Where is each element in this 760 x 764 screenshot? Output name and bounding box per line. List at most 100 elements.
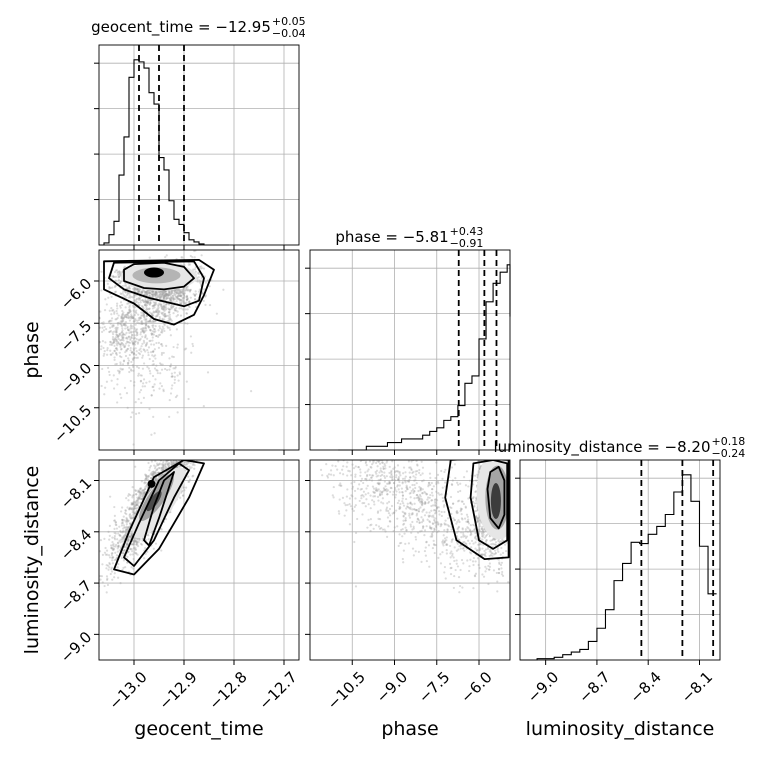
- sample-point: [124, 334, 126, 336]
- sample-point: [137, 545, 139, 547]
- sample-point: [100, 539, 102, 541]
- sample-point: [200, 265, 202, 267]
- sample-point: [176, 346, 178, 348]
- sample-point: [138, 412, 140, 414]
- sample-point: [134, 337, 136, 339]
- sample-point: [108, 287, 110, 289]
- sample-point: [164, 368, 166, 370]
- sample-point: [136, 300, 138, 302]
- sample-point: [186, 295, 188, 297]
- sample-point: [142, 330, 144, 332]
- sample-point: [180, 451, 182, 453]
- sample-point: [164, 256, 166, 258]
- sample-point: [190, 297, 192, 299]
- sample-point: [158, 388, 160, 390]
- sample-point: [174, 372, 176, 374]
- sample-point: [181, 453, 183, 455]
- sample-point: [128, 336, 130, 338]
- sample-point: [143, 348, 145, 350]
- sample-point: [110, 320, 112, 322]
- sample-point: [167, 454, 169, 456]
- sample-point: [166, 455, 168, 457]
- sample-point: [165, 315, 167, 317]
- sample-point: [137, 314, 139, 316]
- sample-point: [186, 431, 188, 433]
- sample-point: [188, 430, 190, 432]
- sample-point: [111, 557, 113, 559]
- sample-point: [110, 353, 112, 355]
- sample-point: [187, 444, 189, 446]
- sample-point: [146, 321, 148, 323]
- sample-point: [167, 435, 169, 437]
- sample-point: [190, 426, 192, 428]
- sample-point: [152, 375, 154, 377]
- sample-point: [161, 328, 163, 330]
- sample-point: [200, 417, 202, 419]
- sample-point: [198, 276, 200, 278]
- sample-point: [157, 304, 159, 306]
- sample-point: [140, 314, 142, 316]
- sample-point: [122, 567, 124, 569]
- sample-point: [181, 454, 183, 456]
- sample-point: [130, 349, 132, 351]
- sample-point: [171, 292, 173, 294]
- sample-point: [174, 294, 176, 296]
- sample-point: [102, 347, 104, 349]
- sample-point: [74, 398, 76, 400]
- sample-point: [143, 557, 145, 559]
- sample-point: [154, 378, 156, 380]
- sample-point: [120, 363, 122, 365]
- sample-point: [115, 338, 117, 340]
- sample-point: [176, 300, 178, 302]
- sample-point: [145, 315, 147, 317]
- sample-point: [124, 387, 126, 389]
- sample-point: [161, 369, 163, 371]
- sample-point: [203, 441, 205, 443]
- sample-point: [155, 311, 157, 313]
- sample-point: [120, 348, 122, 350]
- sample-point: [152, 416, 154, 418]
- sample-point: [486, 439, 488, 441]
- sample-point: [202, 423, 204, 425]
- sample-point: [153, 328, 155, 330]
- sample-point: [137, 341, 139, 343]
- sample-point: [106, 554, 108, 556]
- sample-point: [178, 455, 180, 457]
- sample-point: [192, 345, 194, 347]
- sample-point: [136, 507, 138, 509]
- sample-point: [186, 457, 188, 459]
- sample-point: [191, 425, 193, 427]
- sample-point: [172, 306, 174, 308]
- sample-point: [186, 381, 188, 383]
- sample-point: [153, 383, 155, 385]
- sample-point: [155, 365, 157, 367]
- sample-point: [185, 308, 187, 310]
- sample-point: [117, 341, 119, 343]
- sample-point: [138, 491, 140, 493]
- sample-point: [181, 435, 183, 437]
- sample-point: [192, 429, 194, 431]
- sample-point: [186, 430, 188, 432]
- sample-point: [141, 357, 143, 359]
- sample-point: [153, 363, 155, 365]
- sample-point: [96, 346, 98, 348]
- sample-point: [182, 495, 184, 497]
- sample-point: [114, 535, 116, 537]
- sample-point: [156, 313, 158, 315]
- sample-point: [191, 451, 193, 453]
- sample-point: [202, 440, 204, 442]
- sample-point: [189, 467, 191, 469]
- sample-point: [133, 494, 135, 496]
- sample-point: [136, 322, 138, 324]
- sample-point: [127, 348, 129, 350]
- sample-point: [104, 552, 106, 554]
- sample-point: [126, 392, 128, 394]
- sample-point: [201, 395, 203, 397]
- sample-point: [171, 384, 173, 386]
- sample-point: [207, 371, 209, 373]
- sample-point: [136, 366, 138, 368]
- sample-point: [147, 462, 149, 464]
- sample-point: [171, 308, 173, 310]
- sample-point: [106, 591, 108, 593]
- sample-point: [126, 303, 128, 305]
